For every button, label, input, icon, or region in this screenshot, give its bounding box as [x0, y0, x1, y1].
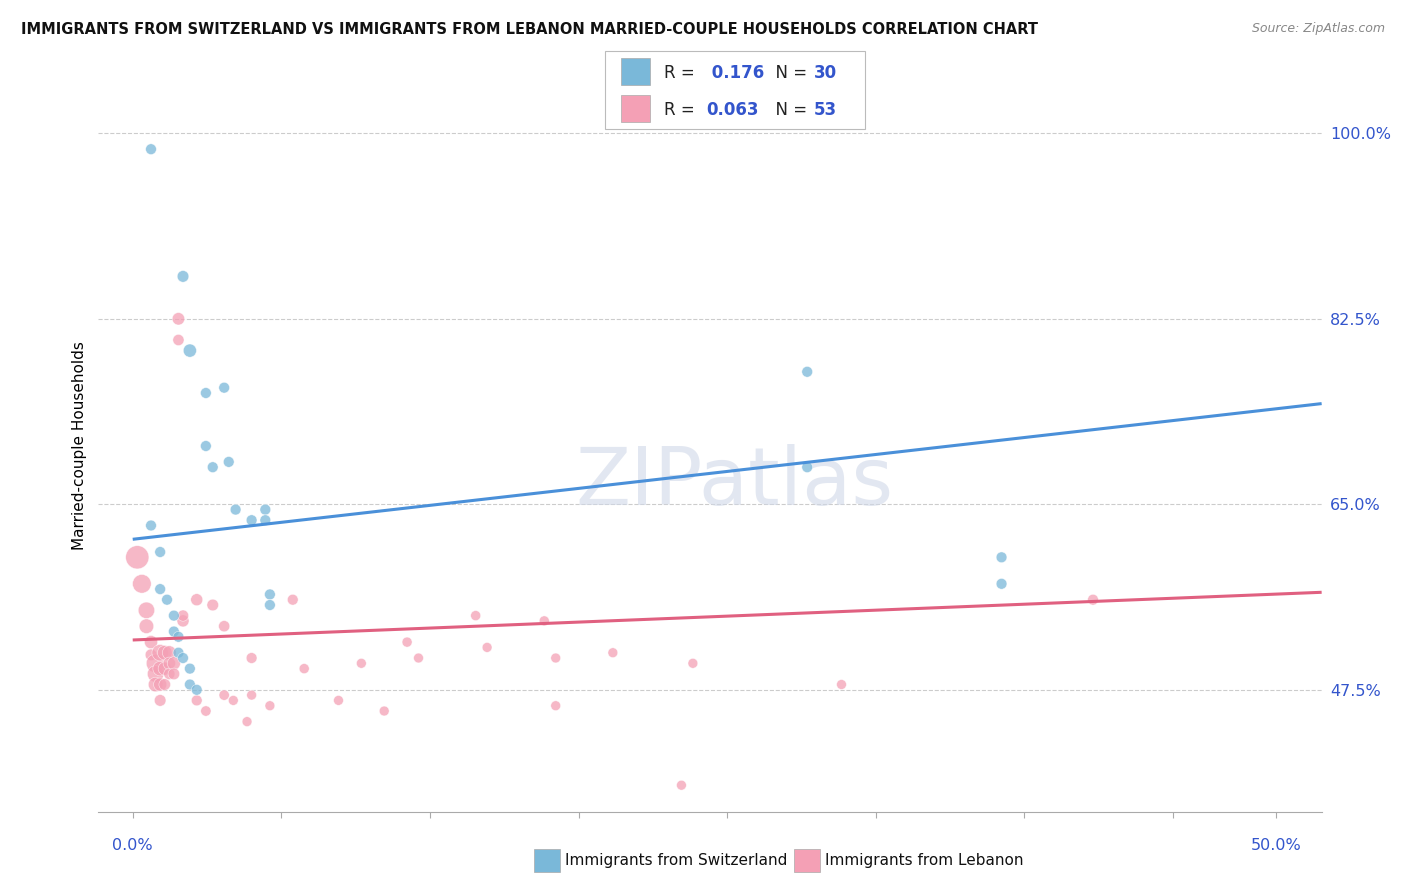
Point [254, 502, 277, 516]
Point [240, 513, 263, 527]
Point [153, 677, 176, 691]
Point [475, 640, 498, 655]
Point [1081, 592, 1104, 607]
Point [218, 455, 240, 469]
Point [396, 635, 419, 649]
Point [186, 592, 208, 607]
Point [149, 677, 172, 691]
Text: 53: 53 [814, 101, 837, 119]
Point [145, 657, 167, 671]
Point [153, 646, 176, 660]
Point [990, 550, 1012, 565]
Point [259, 587, 281, 601]
Point [179, 343, 201, 358]
Text: 0.0%: 0.0% [112, 838, 153, 854]
Point [544, 651, 567, 665]
Text: Immigrants from Switzerland: Immigrants from Switzerland [565, 854, 787, 868]
Point [157, 667, 180, 681]
Text: 0.176: 0.176 [706, 64, 763, 82]
Text: R =: R = [664, 64, 700, 82]
Point [135, 603, 157, 617]
Point [212, 619, 235, 633]
Point [163, 624, 186, 639]
Point [990, 576, 1012, 591]
Point [240, 651, 263, 665]
Point [671, 778, 693, 792]
Text: IMMIGRANTS FROM SWITZERLAND VS IMMIGRANTS FROM LEBANON MARRIED-COUPLE HOUSEHOLDS: IMMIGRANTS FROM SWITZERLAND VS IMMIGRANT… [21, 22, 1038, 37]
Point [149, 545, 172, 559]
Point [179, 677, 201, 691]
Point [796, 460, 818, 475]
Point [281, 592, 304, 607]
Point [163, 657, 186, 671]
Point [259, 598, 281, 612]
Point [186, 682, 208, 697]
Point [163, 608, 186, 623]
Point [167, 646, 190, 660]
Point [139, 648, 162, 662]
Text: Source: ZipAtlas.com: Source: ZipAtlas.com [1251, 22, 1385, 36]
Text: N =: N = [765, 101, 813, 119]
Point [212, 688, 235, 702]
Point [186, 693, 208, 707]
Point [163, 667, 186, 681]
Text: ZIPatlas: ZIPatlas [575, 443, 894, 522]
Point [222, 693, 245, 707]
Point [408, 651, 430, 665]
Point [254, 513, 277, 527]
Point [135, 619, 157, 633]
Point [167, 333, 190, 347]
Point [194, 439, 217, 453]
Point [373, 704, 395, 718]
Point [149, 582, 172, 596]
Point [236, 714, 259, 729]
Point [212, 381, 235, 395]
Point [172, 608, 194, 623]
Text: R =: R = [664, 101, 700, 119]
Point [544, 698, 567, 713]
Point [533, 614, 555, 628]
Point [292, 662, 315, 676]
Text: Immigrants from Lebanon: Immigrants from Lebanon [825, 854, 1024, 868]
Point [167, 630, 190, 644]
Point [127, 550, 149, 565]
Point [131, 576, 153, 591]
Point [139, 518, 162, 533]
Point [149, 646, 172, 660]
Point [240, 688, 263, 702]
Point [172, 651, 194, 665]
Text: N =: N = [765, 64, 813, 82]
Point [201, 598, 224, 612]
Point [350, 657, 373, 671]
Point [831, 677, 853, 691]
Point [602, 646, 624, 660]
Point [172, 614, 194, 628]
Text: 50.0%: 50.0% [1250, 838, 1302, 854]
Point [201, 460, 224, 475]
Point [172, 269, 194, 284]
Point [157, 646, 180, 660]
Point [149, 662, 172, 676]
Point [145, 667, 167, 681]
Point [796, 365, 818, 379]
Point [328, 693, 350, 707]
Point [194, 386, 217, 401]
Text: 0.063: 0.063 [706, 101, 758, 119]
Point [225, 502, 247, 516]
Point [167, 311, 190, 326]
Point [149, 693, 172, 707]
Point [156, 592, 179, 607]
Point [682, 657, 704, 671]
Point [139, 635, 162, 649]
Point [194, 704, 217, 718]
Text: 30: 30 [814, 64, 837, 82]
Point [153, 662, 176, 676]
Point [179, 662, 201, 676]
Point [157, 657, 180, 671]
Point [139, 142, 162, 156]
Point [464, 608, 486, 623]
Y-axis label: Married-couple Households: Married-couple Households [72, 342, 87, 550]
Point [259, 698, 281, 713]
Point [145, 677, 167, 691]
